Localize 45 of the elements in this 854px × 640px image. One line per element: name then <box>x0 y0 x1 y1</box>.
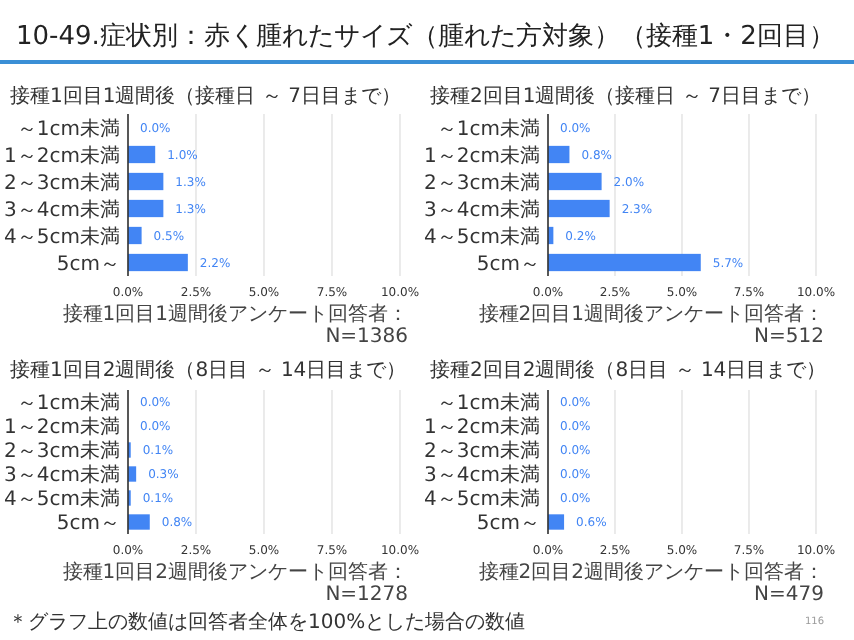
bar <box>128 226 142 245</box>
chart-title: 接種2回目2週間後（8日目 ～ 14日目まで） <box>430 358 827 382</box>
y-tick-label: ～1cm未満 <box>16 116 120 141</box>
y-tick-label: 4～5cm未満 <box>4 487 120 511</box>
chart-title: 接種2回目1週間後（接種日 ～ 7日目まで） <box>430 84 821 108</box>
y-tick-label: 2～3cm未満 <box>424 439 540 463</box>
y-tick-label: 2～3cm未満 <box>424 170 540 195</box>
y-tick-label: 3～4cm未満 <box>4 463 120 487</box>
y-tick-label: 5cm～ <box>56 513 120 535</box>
bar <box>128 253 188 272</box>
chart-title: 接種1回目1週間後（接種日 ～ 7日目まで） <box>10 84 401 108</box>
y-tick-label: 1～2cm未満 <box>4 415 120 439</box>
y-tick-label: 5cm～ <box>56 253 120 276</box>
y-tick-label: 4～5cm未満 <box>424 224 540 249</box>
bar <box>548 199 610 218</box>
y-tick-label: 1～2cm未満 <box>424 415 540 439</box>
text: 接種1回目2週間後アンケート回答者：N=1278 <box>62 560 408 606</box>
y-tick-label: 2～3cm未満 <box>4 170 120 195</box>
text: 接種2回目1週間後アンケート回答者：N=512 <box>478 302 824 348</box>
text: 接種1回目1週間後アンケート回答者：N=1386 <box>62 302 408 348</box>
text: ＊グラフ上の数値は回答者全体を100%とした場合の数値 <box>8 610 526 634</box>
y-tick-label: 2～3cm未満 <box>4 439 120 463</box>
y-tick-label: 5cm～ <box>476 513 540 535</box>
bar <box>128 466 137 482</box>
chart-title: 接種1回目2週間後（8日目 ～ 14日目まで） <box>10 358 407 382</box>
y-tick-label: ～1cm未満 <box>16 391 120 415</box>
y-tick-label: 3～4cm未満 <box>424 463 540 487</box>
y-tick-label: 4～5cm未満 <box>424 487 540 511</box>
text: 10-49.症状別：赤く腫れたサイズ（腫れた方対象）（接種1・2回目） <box>16 20 835 52</box>
bar <box>548 145 570 164</box>
text: 接種2回目2週間後アンケート回答者：N=479 <box>478 560 824 606</box>
bar <box>128 199 164 218</box>
y-tick-label: 5cm～ <box>476 253 540 276</box>
y-tick-label: 4～5cm未満 <box>4 224 120 249</box>
bar <box>128 514 150 530</box>
bar <box>548 172 602 191</box>
y-tick-label: 3～4cm未満 <box>424 197 540 222</box>
bar <box>548 253 701 272</box>
y-tick-label: 1～2cm未満 <box>4 143 120 168</box>
y-tick-label: ～1cm未満 <box>436 116 540 141</box>
bar <box>128 172 164 191</box>
y-tick-label: 3～4cm未満 <box>4 197 120 222</box>
y-tick-label: ～1cm未満 <box>436 391 540 415</box>
bar <box>128 145 156 164</box>
y-tick-label: 1～2cm未満 <box>424 143 540 168</box>
